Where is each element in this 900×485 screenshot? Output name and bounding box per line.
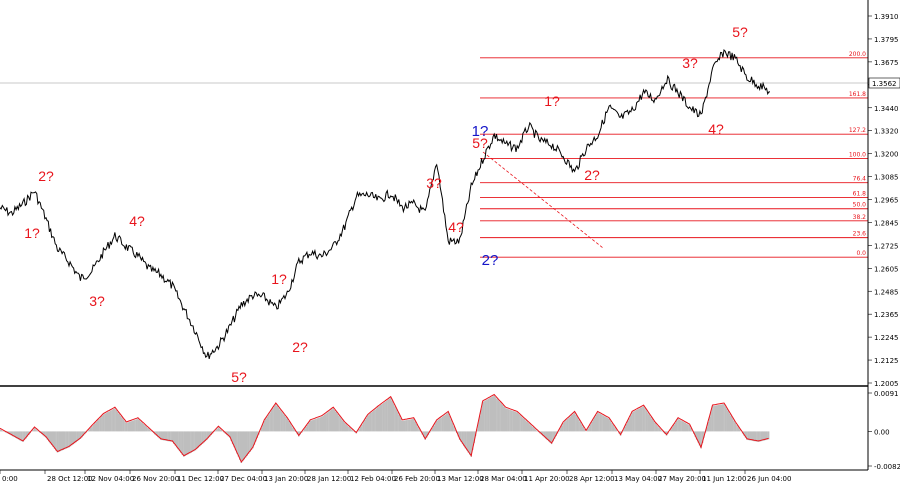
main-price-panel: 200.0 161.8 127.2 100.0 76.4 61.8 50.0 38.2 23.6… [0,0,868,385]
time-axis-tick-label: 26 Jun 04:00 [747,475,791,483]
fib-level-label: 200.0 [849,51,866,58]
time-axis-tick-label: 0:00 [2,475,18,483]
time-axis-tick-label: 12 Nov 04:00 [87,475,134,483]
current-price-label: 1.3562 [872,80,897,88]
fib-level-label: 127.2 [849,127,866,134]
wave-label: 4? [129,213,145,229]
price-axis-tick-label: 1.3795 [874,36,899,44]
price-axis-tick-label: 1.2365 [874,311,899,319]
wave-label: 2? [584,167,600,183]
wave-label: 1? [271,271,287,287]
price-axis-tick-label: 1.2485 [874,288,899,296]
wave-label: 5? [231,369,247,385]
time-axis-tick-label: 28 Jan 12:00 [307,475,351,483]
fib-level-label: 76.4 [853,176,867,183]
time-axis-tick-label: 27 Dec 04:00 [220,475,267,483]
price-axis-tick-label: 1.3320 [874,128,899,136]
elliott-wave-labels: 1?2?3?4?5?1?2?3?4?5?1?2?1?2?3?4?5? [24,24,748,385]
price-axis: 1.3910 1.3795 1.3675 1.3440 1.3320 1.3200 1.30… [868,13,899,388]
current-price-box [868,77,900,89]
oscillator-panel [0,393,770,463]
fib-level-label: 161.8 [849,91,866,98]
fib-level-label: 38.2 [853,214,867,221]
time-axis-tick-label: 27 May 20:00 [658,475,706,483]
oscillator-axis-tick-label: 0.00 [874,428,890,436]
price-axis-tick-label: 1.2005 [874,380,899,388]
price-axis-tick-label: 1.2725 [874,242,899,250]
time-axis-tick-label: 28 Mar 04:00 [480,475,527,483]
time-axis-tick-label: 13 Jan 20:00 [264,475,308,483]
price-axis-tick-label: 1.2125 [874,357,899,365]
price-axis-tick-label: 1.3675 [874,59,899,67]
wave-label: 4? [708,121,724,137]
main-plot-area [0,0,868,385]
price-axis-tick-label: 1.2845 [874,219,899,227]
wave-label: 3? [426,175,442,191]
wave-label: 1? [24,225,40,241]
price-axis-tick-label: 1.2965 [874,197,899,205]
wave-label: 2? [38,168,54,184]
fib-level-label: 23.6 [853,231,867,238]
price-series-line [0,48,770,360]
wave-label: 2? [482,252,499,269]
wave-label: 5? [732,24,748,40]
price-axis-tick-label: 1.2245 [874,334,899,342]
time-axis-tick-label: 12 Feb 04:00 [350,475,396,483]
fib-level-label: 0.0 [856,250,866,257]
oscillator-axis-tick-label: -0.0082 [874,463,900,471]
wave-label: 5? [472,135,488,151]
price-axis-tick-label: 1.3085 [874,174,899,182]
time-axis-tick-label: 13 May 04:00 [614,475,662,483]
oscillator-axis-tick-label: 0.0091 [874,390,899,398]
time-axis-tick-label: 11 Dec 12:00 [177,475,224,483]
trend-diagonal-line [482,151,604,249]
current-price-tag: 1.3562 [868,77,900,89]
oscillator-histogram [0,395,770,463]
time-axis-tick-label: 26 Feb 20:00 [394,475,440,483]
fib-level-label: 100.0 [849,151,866,158]
price-axis-tick-label: 1.2605 [874,265,899,273]
price-axis-tick-label: 1.3910 [874,13,899,21]
wave-label: 1? [472,123,489,140]
time-axis-tick-label: 28 Apr 12:00 [569,475,615,483]
wave-label: 2? [292,339,308,355]
time-axis-tick-label: 13 Mar 12:00 [437,475,484,483]
time-axis-tick-label: 28 Oct 12:00 [47,475,93,483]
oscillator-signal-line [0,393,769,463]
wave-label: 1? [544,93,560,109]
wave-label: 3? [89,293,105,309]
time-axis-tick-label: 26 Nov 20:00 [132,475,179,483]
time-axis-tick-label: 11 Jun 12:00 [702,475,746,483]
oscillator-axis: 0.0091 0.00 -0.0082 [868,390,900,471]
wave-label: 3? [682,55,698,71]
price-axis-tick-label: 1.3440 [874,105,899,113]
wave-label: 4? [448,219,464,235]
fib-level-label: 50.0 [853,202,867,209]
fib-level-label: 61.8 [853,191,867,198]
fibonacci-levels: 200.0 161.8 127.2 100.0 76.4 61.8 50.0 38.2 23.6… [480,51,868,258]
price-axis-tick-label: 1.3200 [874,151,899,159]
time-axis-tick-label: 11 Apr 20:00 [524,475,570,483]
